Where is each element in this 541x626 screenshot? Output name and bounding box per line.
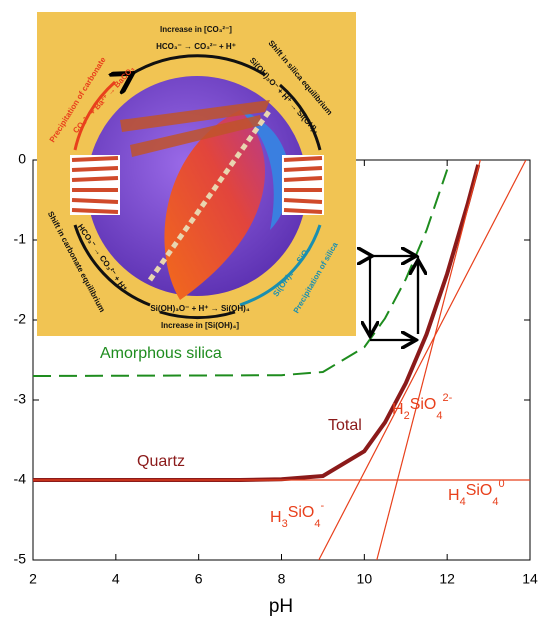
x-tick-label: 4 — [112, 571, 120, 587]
annotation-part: 4 — [436, 410, 442, 422]
annotation: H2SiO42- — [392, 392, 453, 422]
inset-graphic: Increase in [CO₃²⁻] HCO₃⁻ → CO₃²⁻ + H⁺ S… — [37, 12, 356, 336]
annotation-part: H — [448, 487, 460, 504]
x-tick-label: 10 — [357, 571, 373, 587]
annotation-part: SiO — [410, 396, 437, 413]
chart: 24681012140-1-2-3-4-5 pH Amorphous silic… — [0, 0, 541, 626]
annotation: Total — [328, 417, 362, 434]
annotation-part: H — [270, 509, 282, 526]
annotation: Amorphous silica — [100, 345, 222, 362]
y-tick-label: -5 — [14, 551, 27, 567]
inset-text: Si(OH)₃O⁻ + H⁺ → Si(OH)₄ — [150, 304, 249, 313]
annotation-part: SiO — [288, 504, 315, 521]
x-tick-label: 2 — [29, 571, 37, 587]
annotation-part: SiO — [466, 482, 493, 499]
annotation-part: 0 — [498, 478, 504, 490]
annotation-part: 4 — [492, 496, 498, 508]
annotation-part: 4 — [314, 518, 320, 530]
y-tick-label: -3 — [14, 391, 27, 407]
annotation-part: 2- — [442, 392, 452, 404]
y-tick-label: 0 — [18, 151, 26, 167]
y-tick-label: -2 — [14, 311, 27, 327]
x-tick-label: 8 — [278, 571, 286, 587]
inset-text: Increase in [CO₃²⁻] — [160, 25, 232, 34]
inset-text: Increase in [Si(OH)₄] — [161, 321, 239, 330]
y-tick-label: -1 — [14, 231, 27, 247]
inset-text: HCO₃⁻ → CO₃²⁻ + H⁺ — [156, 42, 236, 51]
annotation: Quartz — [137, 453, 185, 470]
x-tick-label: 6 — [195, 571, 203, 587]
x-tick-label: 14 — [522, 571, 538, 587]
annotation: H3SiO4- — [270, 500, 324, 530]
x-axis-label: pH — [269, 596, 293, 617]
x-tick-label: 12 — [439, 571, 455, 587]
y-tick-label: -4 — [14, 471, 27, 487]
annotation: H4SiO40 — [448, 478, 505, 508]
annotation-part: - — [320, 500, 324, 512]
annotation-part: H — [392, 401, 404, 418]
